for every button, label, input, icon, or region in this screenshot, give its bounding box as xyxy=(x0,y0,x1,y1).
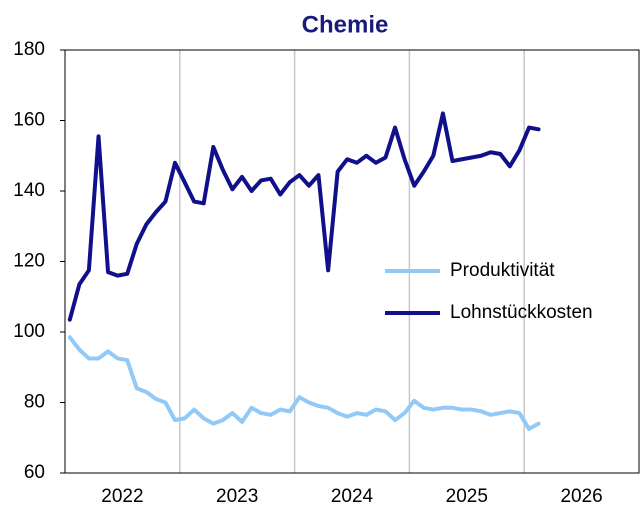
y-tick-label: 80 xyxy=(24,392,45,413)
legend-label: Produktivität xyxy=(450,260,555,281)
y-tick-label: 160 xyxy=(13,110,45,131)
y-tick-label: 100 xyxy=(13,321,45,342)
y-tick-label: 60 xyxy=(24,462,45,483)
chart-title: Chemie xyxy=(302,11,389,38)
x-tick-label: 2024 xyxy=(331,486,374,507)
y-tick-label: 120 xyxy=(13,251,45,272)
x-tick-label: 2026 xyxy=(560,486,602,507)
x-tick-label: 2025 xyxy=(446,486,488,507)
series-line xyxy=(67,335,541,431)
x-tick-label: 2023 xyxy=(216,486,258,507)
y-tick-label: 140 xyxy=(13,180,45,201)
series-line xyxy=(67,111,541,322)
x-tick-label: 2022 xyxy=(101,486,143,507)
legend-label: Lohnstückkosten xyxy=(450,302,593,323)
y-tick-label: 180 xyxy=(13,39,45,60)
